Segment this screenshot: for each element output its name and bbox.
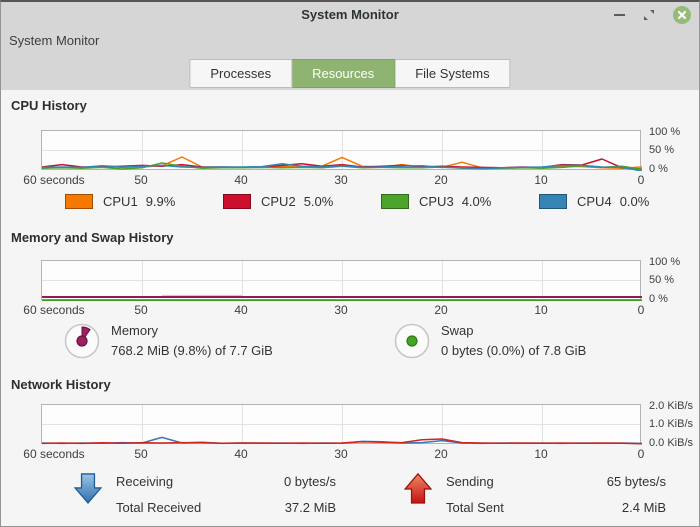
cpu-history-title: CPU History [11,98,87,113]
x-tick-label: 0 [637,447,645,461]
memory-y-axis: 100 % 50 % 0 % [649,256,699,305]
cpu3-legend-item: CPU3 4.0% [381,194,491,209]
network-lines [42,436,642,445]
total-received-label: Total Received [116,499,202,515]
window-controls [614,2,691,28]
cpu4-color-swatch[interactable] [539,194,567,209]
total-received-value: 37.2 MiB [284,499,336,515]
memory-indicator: Memory 768.2 MiB (9.8%) of 7.7 GiB [63,322,273,360]
cpu2-value: 5.0% [303,194,334,209]
x-tick-label: 40 [234,173,248,187]
sending-value: 65 bytes/s [606,473,666,489]
network-history-title: Network History [11,377,111,392]
cpu-y-axis: 100 % 50 % 0 % [649,126,699,175]
gridline [42,150,640,151]
memory-history-chart [41,260,642,301]
cpu2-legend-item: CPU2 5.0% [223,194,333,209]
cpu4-legend-item: CPU4 0.0% [539,194,649,209]
x-tick-label: 50 [134,447,148,461]
cpu1-color-swatch[interactable] [65,194,93,209]
y-tick-label: 0.0 KiB/s [649,437,694,449]
network-history-chart [41,404,642,445]
maximize-icon[interactable] [643,9,655,21]
network-x-axis: 60 seconds 50 40 30 20 10 0 [1,447,699,461]
y-tick-label: 100 % [649,256,681,268]
x-tick-label: 10 [534,173,548,187]
y-tick-label: 0 % [649,163,668,175]
x-tick-label: 10 [534,447,548,461]
x-tick-label: 20 [434,303,448,317]
cpu1-value: 9.9% [145,194,176,209]
minimize-icon[interactable] [614,14,625,16]
x-tick-label: 0 [637,303,645,317]
memory-label: Memory [111,323,158,338]
tab-file-systems[interactable]: File Systems [395,59,511,88]
swap-indicator: Swap 0 bytes (0.0%) of 7.8 GiB [393,322,586,360]
x-tick-label: 40 [234,447,248,461]
titlebar[interactable]: System Monitor [1,2,699,28]
y-tick-label: 1.0 KiB/s [649,418,694,430]
swap-pie-icon [394,323,430,359]
x-tick-label: 60 seconds [23,303,85,317]
cpu3-label: CPU3 [419,194,454,209]
memory-detail: 768.2 MiB (9.8%) of 7.7 GiB [111,343,273,358]
x-tick-label: 20 [434,173,448,187]
memory-lines [42,294,642,301]
x-tick-label: 50 [134,303,148,317]
swap-label: Swap [441,323,474,338]
tabbar: Processes Resources File Systems [1,54,699,90]
y-tick-label: 0 % [649,293,668,305]
x-tick-label: 30 [334,303,348,317]
cpu-lines [42,156,642,171]
close-icon[interactable] [673,6,691,24]
total-sent-label: Total Sent [446,499,504,515]
network-y-axis: 2.0 KiB/s 1.0 KiB/s 0.0 KiB/s [649,400,699,449]
cpu2-label: CPU2 [261,194,296,209]
swap-detail: 0 bytes (0.0%) of 7.8 GiB [441,343,587,358]
x-tick-label: 30 [334,173,348,187]
y-tick-label: 50 % [649,144,675,156]
menu-system-monitor[interactable]: System Monitor [9,33,100,48]
cpu-x-axis: 60 seconds 50 40 30 20 10 0 [1,173,699,187]
x-tick-label: 60 seconds [23,173,85,187]
cpu-history-chart [41,130,642,171]
cpu4-value: 0.0% [619,194,650,209]
gridline [42,280,640,281]
total-sent-value: 2.4 MiB [621,499,666,515]
y-tick-label: 50 % [649,274,675,286]
receiving-value: 0 bytes/s [283,473,336,489]
cpu-legend: CPU1 9.9% CPU2 5.0% CPU3 4.0% CPU4 0.0% [41,194,661,214]
x-tick-label: 0 [637,173,645,187]
tab-group: Processes Resources File Systems [189,59,511,88]
window-title: System Monitor [301,7,399,22]
x-tick-label: 60 seconds [23,447,85,461]
cpu3-value: 4.0% [461,194,492,209]
y-tick-label: 2.0 KiB/s [649,400,694,412]
memory-history-title: Memory and Swap History [11,230,174,245]
tab-processes[interactable]: Processes [189,59,293,88]
gridline [42,424,640,425]
cpu1-label: CPU1 [103,194,138,209]
x-tick-label: 30 [334,447,348,461]
cpu1-legend-item: CPU1 9.9% [65,194,175,209]
upload-arrow-icon [404,472,432,504]
receiving-label: Receiving [116,473,174,489]
y-tick-label: 100 % [649,126,681,138]
x-tick-label: 50 [134,173,148,187]
cpu2-color-swatch[interactable] [223,194,251,209]
cpu3-color-swatch[interactable] [381,194,409,209]
menubar: System Monitor [1,28,699,54]
memory-x-axis: 60 seconds 50 40 30 20 10 0 [1,303,699,317]
x-tick-label: 40 [234,303,248,317]
memory-pie-icon [64,323,100,359]
x-tick-label: 10 [534,303,548,317]
sending-label: Sending [446,473,494,489]
x-tick-label: 20 [434,447,448,461]
cpu4-label: CPU4 [577,194,612,209]
tab-resources[interactable]: Resources [292,59,396,88]
download-arrow-icon [74,473,102,504]
